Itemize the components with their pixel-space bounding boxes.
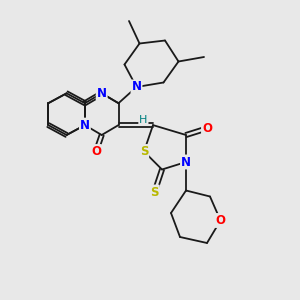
Text: S: S [140,145,148,158]
Text: S: S [150,185,159,199]
Text: O: O [215,214,226,227]
Text: H: H [139,115,148,125]
Text: O: O [91,145,101,158]
Text: N: N [181,155,191,169]
Text: N: N [80,118,90,132]
Text: N: N [97,87,107,100]
Text: N: N [131,80,142,94]
Text: O: O [202,122,212,135]
